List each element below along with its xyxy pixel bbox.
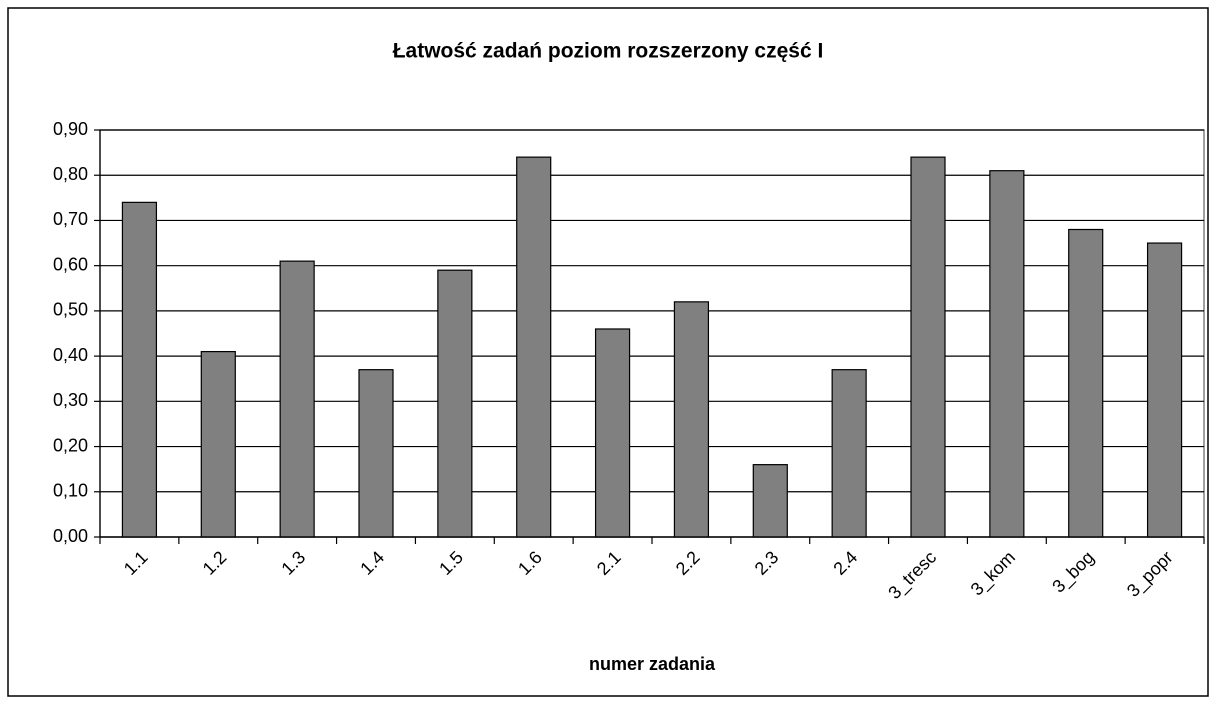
bar: [279, 260, 315, 538]
bar: [989, 170, 1025, 538]
bar: [437, 269, 473, 538]
y-tick-label: 0,70: [53, 209, 88, 229]
y-tick-label: 0,50: [53, 300, 88, 320]
y-tick-label: 0,20: [53, 435, 88, 455]
bar: [594, 328, 631, 538]
x-axis-label: numer zadania: [589, 654, 716, 674]
bar: [673, 301, 710, 538]
y-tick-label: 0,80: [53, 164, 88, 184]
y-tick-label: 0,00: [53, 526, 88, 546]
y-tick-label: 0,30: [53, 390, 88, 410]
chart-title: Łatwość zadań poziom rozszerzony część I: [393, 40, 824, 63]
y-tick-label: 0,40: [53, 345, 88, 365]
y-tick-label: 0,60: [53, 254, 88, 274]
bar: [358, 369, 394, 538]
y-tick-label: 0,90: [53, 119, 88, 139]
bar: [516, 156, 552, 538]
bar: [200, 350, 236, 538]
bar: [752, 464, 788, 538]
bar: [121, 201, 158, 538]
bar: [910, 156, 946, 538]
bar: [1146, 242, 1183, 538]
bar: [831, 369, 867, 538]
y-tick-label: 0,10: [53, 481, 88, 501]
plot-area: [99, 129, 1205, 538]
bar: [1068, 228, 1104, 538]
